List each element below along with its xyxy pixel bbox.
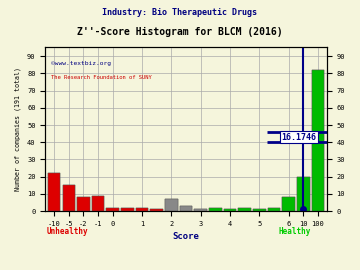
Text: Unhealthy: Unhealthy xyxy=(47,227,88,236)
Bar xyxy=(283,197,295,211)
Bar xyxy=(180,206,192,211)
Bar xyxy=(48,173,60,211)
Bar xyxy=(194,210,207,211)
Bar xyxy=(209,208,222,211)
Bar xyxy=(121,208,134,211)
Bar xyxy=(165,199,177,211)
Bar xyxy=(253,210,266,211)
Bar xyxy=(209,208,222,211)
Bar xyxy=(107,208,119,211)
Bar xyxy=(77,197,90,211)
Bar xyxy=(150,210,163,211)
Bar xyxy=(136,208,148,211)
Text: Industry: Bio Therapeutic Drugs: Industry: Bio Therapeutic Drugs xyxy=(103,8,257,17)
Bar xyxy=(150,210,163,211)
Bar xyxy=(224,210,236,211)
Bar xyxy=(224,210,236,211)
Bar xyxy=(63,185,75,211)
Text: Z''-Score Histogram for BLCM (2016): Z''-Score Histogram for BLCM (2016) xyxy=(77,27,283,37)
Text: ©www.textbiz.org: ©www.textbiz.org xyxy=(51,60,111,66)
Bar xyxy=(238,208,251,211)
Bar xyxy=(297,177,310,211)
Bar xyxy=(92,196,104,211)
Bar xyxy=(92,196,104,211)
Bar xyxy=(107,208,119,211)
Bar xyxy=(312,70,324,211)
Bar xyxy=(312,70,324,211)
Bar xyxy=(194,210,207,211)
Bar xyxy=(180,206,192,211)
X-axis label: Score: Score xyxy=(172,232,199,241)
Bar xyxy=(121,208,134,211)
Bar xyxy=(77,197,90,211)
Text: 16.1746: 16.1746 xyxy=(282,133,316,141)
Bar xyxy=(165,199,177,211)
Bar xyxy=(268,208,280,211)
Bar xyxy=(253,210,266,211)
Y-axis label: Number of companies (191 total): Number of companies (191 total) xyxy=(15,67,22,191)
Bar xyxy=(268,208,280,211)
Bar xyxy=(283,197,295,211)
Bar xyxy=(136,208,148,211)
Bar xyxy=(238,208,251,211)
Bar xyxy=(48,173,60,211)
Text: Healthy: Healthy xyxy=(278,227,311,236)
Bar xyxy=(63,185,75,211)
Text: The Research Foundation of SUNY: The Research Foundation of SUNY xyxy=(51,75,152,80)
Bar xyxy=(297,177,310,211)
